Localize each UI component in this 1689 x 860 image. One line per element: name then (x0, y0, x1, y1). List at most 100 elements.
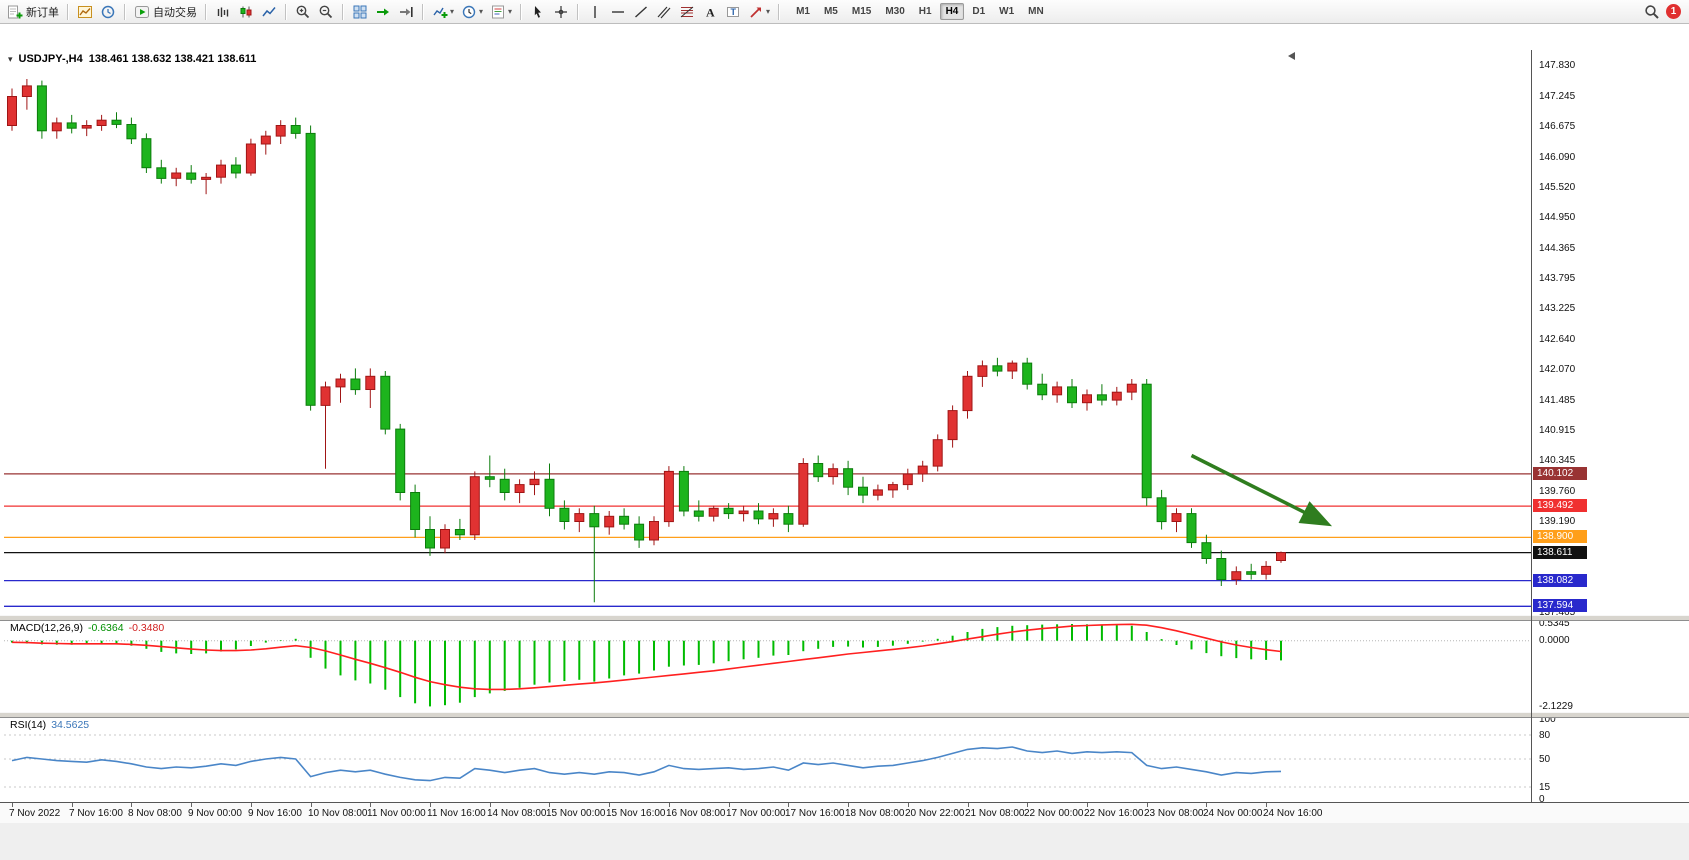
timeframe-d1[interactable]: D1 (972, 6, 986, 17)
time-tick (430, 803, 431, 807)
new-order-button[interactable]: 新订单 (4, 2, 62, 22)
symbol-dropdown-icon[interactable]: ▾ (8, 53, 13, 64)
time-tick (1266, 803, 1267, 807)
search-icon[interactable] (1644, 4, 1660, 20)
profiles-button[interactable] (97, 2, 119, 22)
timeframe-mn[interactable]: MN (1028, 6, 1044, 17)
price-line-label[interactable]: 140.102 (1533, 467, 1587, 480)
templates-button[interactable]: ▾ (487, 2, 515, 22)
line-chart-mode-button[interactable] (258, 2, 280, 22)
toolbar-separator (285, 3, 287, 20)
channel-tool-button[interactable] (653, 2, 675, 22)
time-tick (490, 803, 491, 807)
new-chart-button[interactable] (74, 2, 96, 22)
time-axis[interactable]: 7 Nov 2022 7 Nov 16:00 8 Nov 08:00 9 Nov 00… (0, 802, 1689, 823)
time-label: 15 Nov 00:00 (546, 808, 606, 819)
toolbar-separator (124, 3, 126, 20)
time-label: 9 Nov 00:00 (188, 808, 242, 819)
rsi-axis-tick: 80 (1539, 730, 1551, 741)
channel-icon (657, 6, 671, 18)
time-tick (1087, 803, 1088, 807)
crosshair-tool-button[interactable] (550, 2, 572, 22)
time-tick (788, 803, 789, 807)
price-tick: 141.485 (1539, 395, 1576, 406)
label-tool-button[interactable]: T (722, 2, 744, 22)
cursor-icon (534, 5, 542, 18)
bar-chart-mode-button[interactable] (212, 2, 234, 22)
dropdown-caret-icon: ▾ (479, 7, 484, 16)
auto-trading-button[interactable]: 自动交易 (131, 2, 200, 22)
timeframe-m1[interactable]: M1 (796, 6, 810, 17)
rsi-axis-tick: 100 (1539, 714, 1556, 725)
templates-icon (492, 5, 505, 18)
pane-separator[interactable] (0, 615, 1689, 621)
toolbar-separator (342, 3, 344, 20)
timeframe-group: M1 M5 M15 M30 H1 H4 D1 W1 MN (789, 3, 1051, 20)
time-label: 14 Nov 08:00 (487, 808, 547, 819)
price-line-label[interactable]: 138.611 (1533, 546, 1587, 559)
toolbar-separator (67, 3, 69, 20)
main-toolbar: 新订单 自动交易 (0, 0, 1689, 24)
tile-windows-button[interactable] (349, 2, 371, 22)
time-tick (908, 803, 909, 807)
indicators-button[interactable]: ▾ (429, 2, 457, 22)
chart-area: 147.830 147.245 146.675 146.090 145.520 144.9… (0, 24, 1689, 860)
timeframe-h1[interactable]: H1 (918, 6, 932, 17)
chart-shift-button[interactable] (395, 2, 417, 22)
price-tick: 144.950 (1539, 212, 1576, 223)
timeframe-h4[interactable]: H4 (939, 3, 965, 20)
horizontal-lines-group[interactable] (4, 473, 1531, 607)
price-chart-pane[interactable] (4, 50, 1531, 615)
price-axis[interactable]: 147.830 147.245 146.675 146.090 145.520 144.9… (1532, 24, 1689, 822)
dropdown-caret-icon: ▾ (450, 7, 455, 16)
candlestick-mode-button[interactable] (235, 2, 257, 22)
toolbar-separator (205, 3, 207, 20)
auto-scroll-button[interactable] (372, 2, 394, 22)
zoom-out-button[interactable] (315, 2, 337, 22)
price-line-label[interactable]: 138.900 (1533, 530, 1587, 543)
price-line-label[interactable]: 139.492 (1533, 499, 1587, 512)
auto-scroll-icon (377, 8, 389, 15)
notification-badge[interactable]: 1 (1666, 4, 1681, 19)
horizontal-line-tool-button[interactable] (607, 2, 629, 22)
time-label: 21 Nov 08:00 (965, 808, 1025, 819)
timeframe-m15[interactable]: M15 (851, 6, 872, 17)
vertical-line-tool-button[interactable] (584, 2, 606, 22)
macd-axis-tick: 0.0000 (1539, 635, 1570, 646)
arrows-tool-button[interactable]: ▾ (745, 2, 773, 22)
time-tick (72, 803, 73, 807)
tile-windows-icon (353, 5, 367, 18)
time-tick (1147, 803, 1148, 807)
rsi-axis-tick: 50 (1539, 754, 1551, 765)
trendline-icon (635, 5, 648, 18)
new-order-label: 新订单 (26, 6, 59, 19)
time-tick (1027, 803, 1028, 807)
timeframe-m5[interactable]: M5 (823, 6, 838, 17)
rsi-value: 34.5625 (51, 719, 90, 731)
macd-label: MACD(12,26,9) -0.6364 -0.3480 (10, 622, 164, 634)
fibonacci-tool-button[interactable] (676, 2, 698, 22)
rsi-pane[interactable] (4, 716, 1531, 802)
macd-pane[interactable] (4, 619, 1531, 712)
text-tool-button[interactable]: A (699, 2, 721, 22)
auto-trading-label: 自动交易 (153, 6, 197, 19)
time-label: 18 Nov 08:00 (845, 808, 905, 819)
cursor-tool-button[interactable] (527, 2, 549, 22)
price-line-label[interactable]: 137.594 (1533, 599, 1587, 612)
trend-arrow[interactable] (1190, 453, 1333, 527)
window-bottom-area (0, 822, 1689, 860)
price-line-label[interactable]: 138.082 (1533, 574, 1587, 587)
periods-button[interactable]: ▾ (458, 2, 486, 22)
chart-shift-marker[interactable] (1288, 52, 1295, 60)
svg-text:A: A (706, 5, 715, 19)
timeframe-w1[interactable]: W1 (999, 6, 1015, 17)
zoom-in-button[interactable] (292, 2, 314, 22)
pane-separator[interactable] (0, 712, 1689, 718)
timeframe-m30[interactable]: M30 (885, 6, 905, 17)
time-label: 9 Nov 16:00 (248, 808, 302, 819)
rsi-name: RSI(14) (10, 719, 47, 731)
time-label: 24 Nov 16:00 (1263, 808, 1323, 819)
toolbar-right-area: 1 (1644, 4, 1689, 20)
zoom-out-icon (319, 5, 333, 18)
trendline-tool-button[interactable] (630, 2, 652, 22)
